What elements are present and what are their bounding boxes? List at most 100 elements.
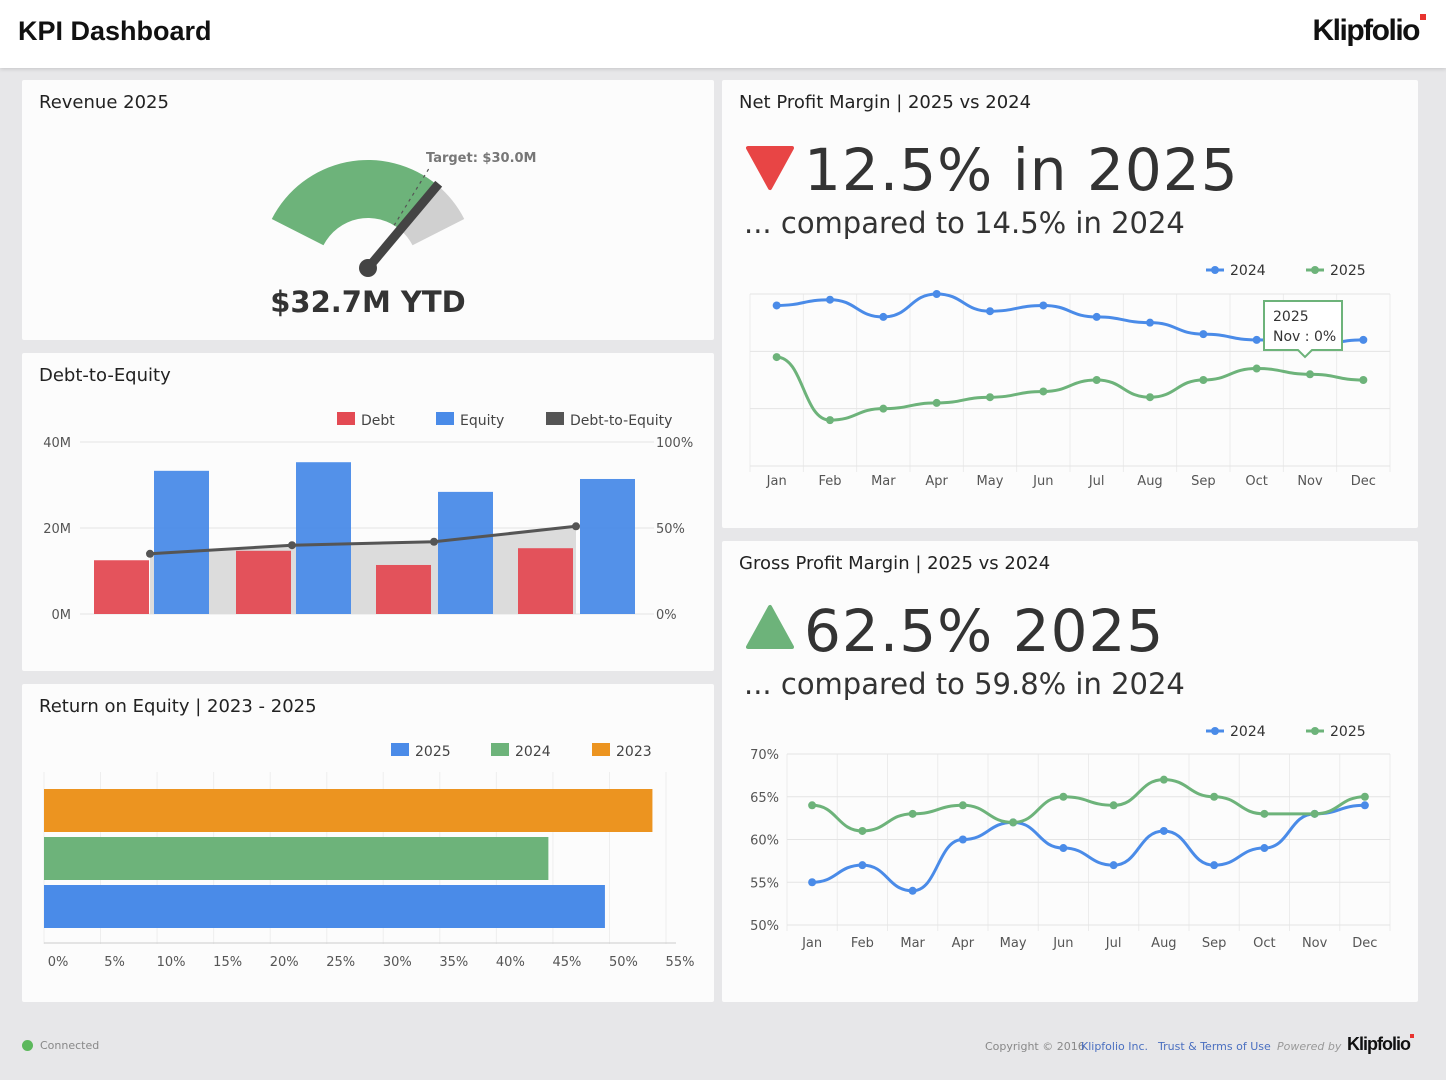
- data-point-2025: [1039, 387, 1048, 396]
- data-point-2025: [986, 393, 994, 402]
- gauge-needle: [364, 180, 443, 271]
- panel-title: Revenue 2025: [39, 92, 169, 113]
- legend-swatch: [391, 743, 409, 756]
- revenue-value: $32.7M YTD: [270, 285, 466, 319]
- data-point-2024: [879, 312, 888, 321]
- x-tick-label: Sep: [1202, 936, 1227, 951]
- legend-label: 2025: [1330, 263, 1366, 279]
- roe-bar-2023: [44, 789, 653, 832]
- target-label: Target: $30.0M: [426, 151, 537, 166]
- x-tick-label: Jun: [1052, 936, 1073, 951]
- y2-tick-label: 100%: [656, 436, 693, 451]
- npm-headline: 12.5% in 2025: [804, 136, 1239, 204]
- footer-logo[interactable]: Klipfolio: [1347, 1034, 1414, 1055]
- data-point-2025: [1159, 775, 1168, 784]
- debt-bar: [94, 560, 149, 614]
- y-tick-label: 70%: [750, 748, 779, 763]
- legend-label: 2025: [1330, 724, 1366, 740]
- y-tick-label: 55%: [750, 876, 779, 891]
- y-tick-label: 50%: [750, 919, 779, 934]
- x-tick-label: Nov: [1302, 936, 1328, 951]
- data-point-2025: [932, 398, 941, 407]
- gpm-panel: Gross Profit Margin | 2025 vs 2024 62.5%…: [722, 541, 1418, 1002]
- debt-to-equity-point: [430, 537, 438, 546]
- data-point-2024: [808, 878, 817, 887]
- debt-to-equity-point: [288, 541, 296, 550]
- data-point-2024: [1059, 844, 1068, 853]
- x-tick-label: 25%: [326, 955, 355, 970]
- debt-to-equity-point: [146, 549, 154, 558]
- tooltip-series: 2025: [1273, 309, 1309, 325]
- legend-label: 2024: [515, 744, 551, 760]
- data-point-2025: [1360, 792, 1369, 801]
- panel-title: Gross Profit Margin | 2025 vs 2024: [739, 553, 1051, 574]
- data-point-2025: [879, 404, 888, 413]
- legend-swatch: [546, 412, 564, 425]
- x-tick-label: May: [1000, 936, 1027, 951]
- x-tick-label: Aug: [1151, 936, 1176, 951]
- y-tick-label: 20M: [43, 522, 71, 537]
- data-point-2024: [1252, 335, 1261, 344]
- data-point-2025: [826, 416, 834, 425]
- x-tick-label: 50%: [609, 955, 638, 970]
- x-tick-label: Jun: [1032, 474, 1053, 489]
- data-point-2024: [1092, 312, 1101, 321]
- data-point-2025: [858, 826, 867, 835]
- x-tick-label: Mar: [900, 936, 925, 951]
- npm-panel: Net Profit Margin | 2025 vs 2024 12.5% i…: [722, 80, 1418, 528]
- roe-panel: Return on Equity | 2023 - 2025 0% 5% 10% 15…: [22, 684, 714, 1002]
- data-point-2025: [1310, 809, 1319, 818]
- legend-swatch: [592, 743, 610, 756]
- equity-bar: [154, 470, 209, 614]
- x-tick-label: Dec: [1351, 474, 1376, 489]
- legend-swatch: [491, 743, 509, 756]
- data-point-2025: [1252, 364, 1261, 373]
- data-point-2025: [1146, 393, 1154, 402]
- x-tick-label: Feb: [818, 474, 841, 489]
- roe-chart: 0% 5% 10% 15% 20% 25% 30% 35% 40% 45% 50% 55% 2025 20…: [43, 743, 694, 970]
- debt-to-equity-area: [150, 526, 576, 614]
- roe-bar-2025: [44, 885, 605, 928]
- panel-title: Net Profit Margin | 2025 vs 2024: [739, 92, 1032, 113]
- y2-tick-label: 50%: [656, 522, 685, 537]
- data-point-2025: [1306, 370, 1314, 379]
- company-link[interactable]: Klipfolio Inc.: [1081, 1040, 1149, 1053]
- data-point-2024: [1260, 844, 1269, 853]
- data-point-2025: [1109, 801, 1118, 810]
- legend-label: Debt-to-Equity: [570, 413, 672, 429]
- equity-bar: [438, 491, 493, 614]
- trend-up-icon: [746, 605, 794, 649]
- x-tick-label: Jul: [1105, 936, 1122, 951]
- x-tick-label: Apr: [952, 936, 975, 951]
- legend-swatch: [337, 412, 355, 425]
- gauge-remaining-arc: [400, 185, 465, 246]
- footer: Connected Copyright © 2016 Klipfolio Inc…: [0, 1030, 1446, 1060]
- gpm-compare: ... compared to 59.8% in 2024: [744, 667, 1185, 701]
- klipfolio-logo[interactable]: Klipfolio: [1313, 14, 1426, 48]
- data-point-2024: [858, 861, 867, 870]
- legend-label: 2024: [1230, 263, 1266, 279]
- data-point-2025: [808, 801, 817, 810]
- data-point-2024: [986, 307, 994, 316]
- data-point-2025: [1009, 818, 1018, 827]
- x-tick-label: Jan: [801, 936, 822, 951]
- x-tick-label: May: [977, 474, 1004, 489]
- data-point-2025: [1260, 809, 1269, 818]
- y-tick-label: 40M: [43, 436, 71, 451]
- data-point-2024: [772, 301, 781, 310]
- data-point-2024: [1109, 861, 1118, 870]
- terms-link[interactable]: Trust & Terms of Use: [1158, 1040, 1271, 1053]
- legend-label: 2023: [616, 744, 652, 760]
- x-tick-label: 40%: [496, 955, 525, 970]
- data-point-2025: [1359, 376, 1368, 384]
- x-tick-label: Mar: [871, 474, 896, 489]
- x-tick-label: Oct: [1245, 474, 1267, 489]
- x-tick-label: 5%: [104, 955, 125, 970]
- x-tick-label: 35%: [439, 955, 468, 970]
- data-point-2025: [772, 353, 781, 362]
- x-tick-label: Aug: [1137, 474, 1162, 489]
- legend-marker-dot: [1211, 266, 1219, 274]
- legend-marker-dot: [1311, 727, 1319, 735]
- x-tick-label: Dec: [1352, 936, 1377, 951]
- debt-to-equity-line: [149, 524, 577, 556]
